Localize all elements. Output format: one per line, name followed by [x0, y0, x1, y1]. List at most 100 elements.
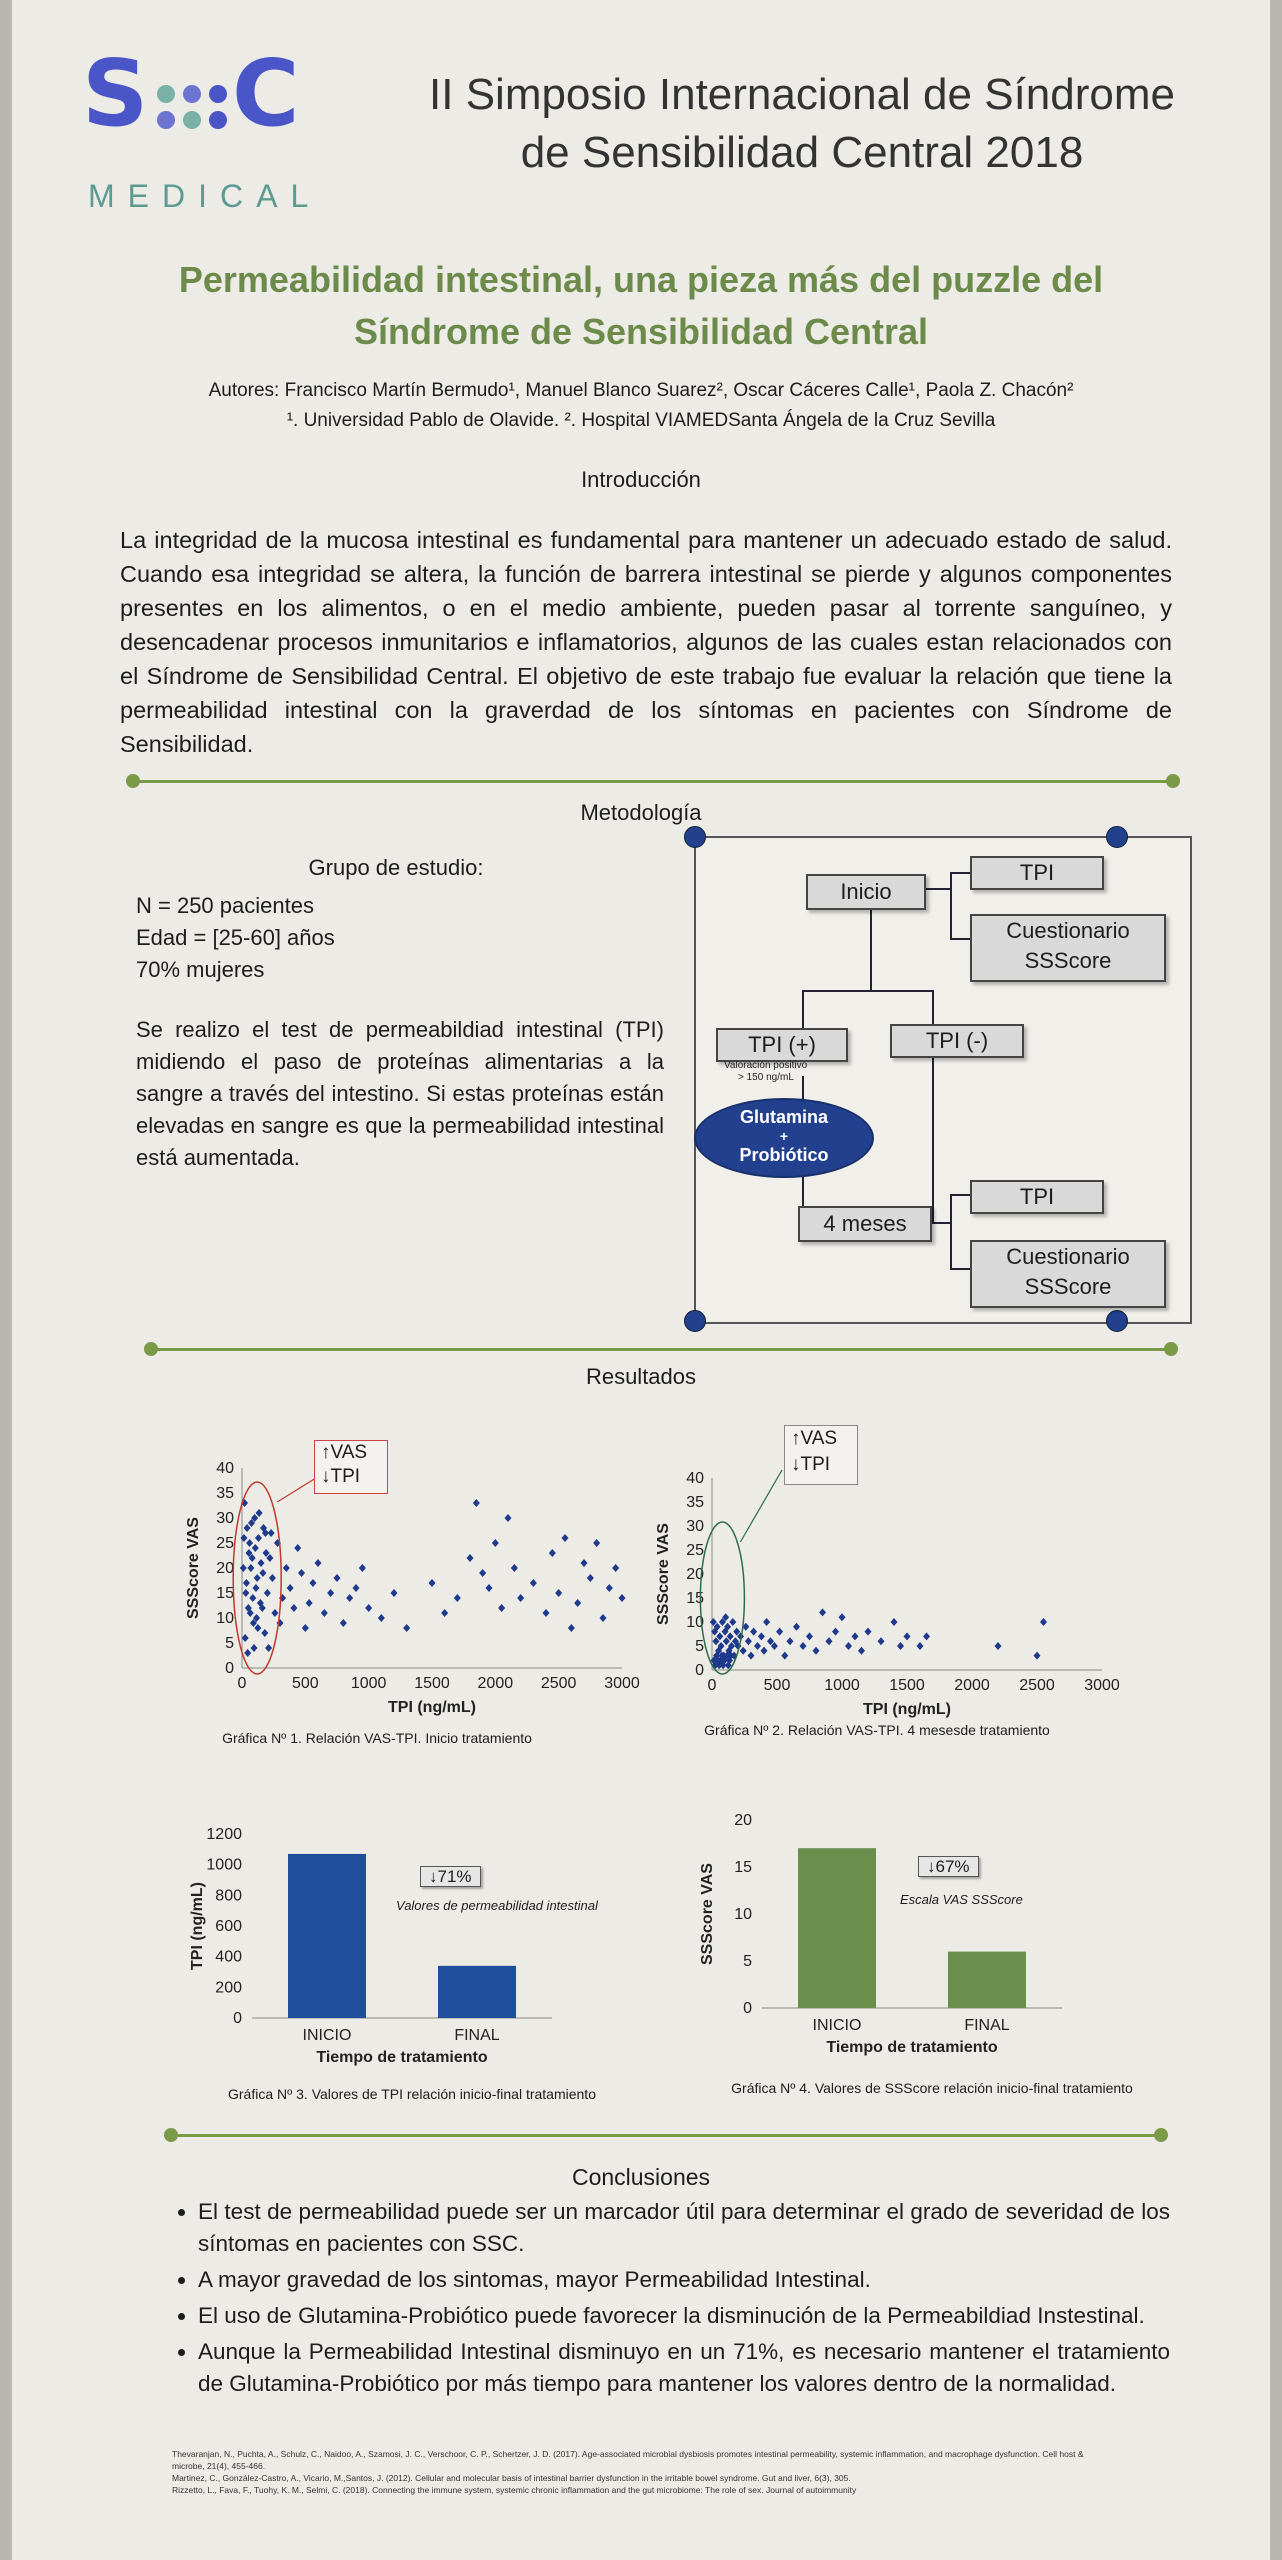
- flow-questionnaire-1-score: SSScore: [1024, 948, 1112, 973]
- data-point: [727, 1651, 735, 1660]
- data-point: [390, 1589, 398, 1597]
- flow-questionnaire-1: Cuestionario SSScore: [970, 914, 1166, 982]
- data-point: [877, 1637, 885, 1646]
- group-women: 70% mujeres: [136, 957, 265, 982]
- data-point: [268, 1574, 276, 1582]
- data-point: [320, 1609, 328, 1617]
- y-tick-label: 15: [216, 1585, 234, 1602]
- methods-heading: Metodología: [580, 800, 702, 825]
- intro-heading: Introducción: [581, 467, 701, 492]
- flow-questionnaire-1-label: Cuestionario: [1006, 918, 1130, 943]
- data-point: [851, 1632, 859, 1641]
- data-point: [263, 1589, 271, 1597]
- group-n: N = 250 pacientes: [136, 893, 314, 918]
- data-point: [261, 1629, 269, 1637]
- data-point: [586, 1574, 594, 1582]
- callout-2-tpi-label: TPI: [800, 1454, 831, 1475]
- conclusion-item: A mayor gravedad de los sintomas, mayor …: [198, 2264, 1170, 2296]
- flow-tpi-1: TPI: [970, 856, 1104, 890]
- x-axis-title: Tiempo de tratamiento: [316, 2049, 488, 2066]
- connector: [932, 1222, 950, 1224]
- callout-box-1: ↑VAS ↓TPI: [314, 1440, 388, 1494]
- logo-letter-c: C: [232, 40, 300, 147]
- conclusion-item: El uso de Glutamina-Probiótico puede fav…: [198, 2300, 1170, 2332]
- data-point: [1033, 1651, 1041, 1660]
- y-tick-label: 400: [215, 1949, 242, 1966]
- y-tick-label: 15: [734, 1859, 752, 1876]
- data-point: [754, 1642, 761, 1650]
- intro-text: La integridad de la mucosa intestinal es…: [120, 527, 1172, 757]
- bar-chart-sss: 0 5 10 15 20 INICIO FINAL Tiempo de tratamiento…: [699, 1812, 1062, 2056]
- flow-questionnaire-2-score: SSScore: [1024, 1274, 1112, 1299]
- y-tick-label: 40: [686, 1470, 704, 1487]
- flow-treatment-ellipse: Glutamina + Probiótico: [694, 1098, 874, 1178]
- data-point: [728, 1642, 735, 1650]
- x-tick-label: 500: [764, 1677, 791, 1694]
- data-point: [255, 1509, 263, 1517]
- bar: [948, 1951, 1026, 2008]
- x-tick-label: 2000: [954, 1677, 990, 1694]
- data-point: [491, 1539, 499, 1547]
- data-point: [724, 1661, 732, 1670]
- data-point: [724, 1622, 732, 1631]
- callout-2-tpi: ↓TPI: [791, 1452, 857, 1478]
- data-point: [244, 1604, 252, 1612]
- x-tick-label: 1000: [351, 1675, 387, 1692]
- data-point: [301, 1624, 309, 1632]
- flow-tpi-positive: TPI (+): [716, 1028, 848, 1062]
- symposium-line-1: II Simposio Internacional de Síndrome: [429, 70, 1175, 119]
- y-tick-label: 20: [686, 1566, 704, 1583]
- logo-dots-icon: [157, 85, 227, 129]
- data-point: [770, 1642, 778, 1650]
- callout-box-2: ↑VAS ↓TPI: [784, 1425, 858, 1485]
- authors-line-2: ¹. Universidad Pablo de Olavide. ². Hosp…: [286, 410, 996, 431]
- divider-1-start: [126, 774, 140, 788]
- caption-chart-3: Gráfica Nº 3. Valores de TPI relación in…: [228, 2086, 596, 2102]
- data-point: [257, 1559, 265, 1567]
- data-point: [750, 1627, 758, 1636]
- data-point: [897, 1642, 904, 1650]
- connector: [802, 1076, 804, 1102]
- flow-treatment-line-2: +: [779, 1128, 789, 1144]
- connector: [950, 872, 952, 940]
- pct-badge-2-value: 67%: [935, 1857, 970, 1876]
- y-tick-label: 25: [686, 1542, 704, 1559]
- y-tick-label: 0: [695, 1662, 704, 1679]
- data-point: [441, 1609, 449, 1617]
- data-point: [776, 1627, 784, 1636]
- data-point: [593, 1539, 601, 1547]
- up-arrow-icon: ↑: [791, 1428, 801, 1449]
- data-point: [241, 1634, 249, 1642]
- data-point: [251, 1544, 259, 1552]
- divider-3-end: [1154, 2128, 1168, 2142]
- data-point: [605, 1584, 613, 1592]
- data-point: [618, 1594, 626, 1602]
- divider-2-start: [144, 1342, 158, 1356]
- data-point: [240, 1534, 248, 1542]
- data-point: [721, 1627, 729, 1636]
- data-point: [712, 1637, 720, 1646]
- data-point: [747, 1651, 755, 1660]
- frame-corner-dot-br: [1106, 1310, 1128, 1332]
- data-point: [309, 1579, 317, 1587]
- data-point: [529, 1579, 537, 1587]
- connector: [950, 1194, 952, 1270]
- category-label: FINAL: [454, 2027, 499, 2044]
- data-point: [279, 1594, 287, 1602]
- data-point: [542, 1609, 550, 1617]
- callout-2-vas-label: VAS: [800, 1428, 838, 1449]
- data-point: [757, 1632, 765, 1641]
- connector: [950, 1194, 970, 1196]
- flow-treatment-line-1: Glutamina: [739, 1107, 828, 1127]
- data-point: [242, 1589, 250, 1597]
- data-point: [548, 1549, 556, 1557]
- callout-1-vas: ↑VAS: [321, 1441, 387, 1465]
- data-point: [825, 1637, 833, 1646]
- x-axis-title: Tiempo de tratamiento: [826, 2039, 998, 2056]
- data-point: [767, 1637, 774, 1646]
- divider-1: [134, 780, 1174, 783]
- data-point: [858, 1646, 865, 1655]
- data-point: [786, 1637, 794, 1646]
- data-point: [253, 1574, 261, 1582]
- down-arrow-icon: ↓: [321, 1466, 331, 1487]
